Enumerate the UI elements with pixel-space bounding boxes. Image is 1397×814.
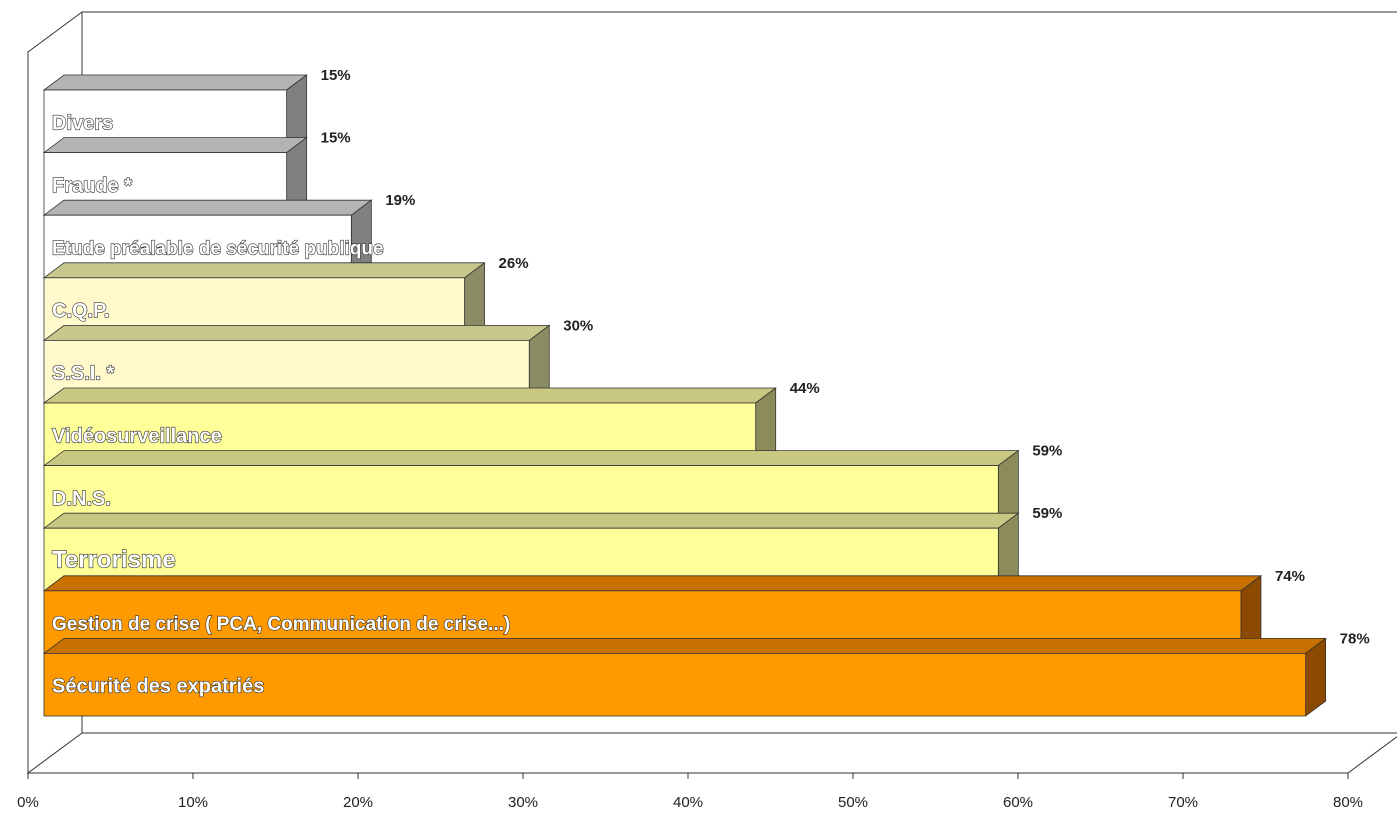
bar-top-face — [42, 137, 308, 154]
bar: Sécurité des expatriés 78% — [42, 630, 1370, 717]
bar-top-face — [42, 638, 1327, 654]
bar-category-label: S.S.I. * — [52, 363, 114, 385]
bar-value-label: 30% — [563, 317, 593, 334]
left-wall-edge — [27, 11, 83, 773]
x-tick-label: 10% — [178, 794, 208, 811]
bar-value-label: 59% — [1032, 505, 1062, 522]
bar-top-face — [42, 324, 551, 341]
bar-value-label: 19% — [385, 192, 415, 209]
bar-category-label: D.N.S. — [52, 488, 111, 510]
bar-category-label: Gestion de crise ( PCA, Communication de… — [52, 614, 510, 635]
bar-top-face — [42, 512, 1020, 529]
bar-category-label: Divers — [52, 112, 113, 134]
x-tick-label: 30% — [508, 794, 538, 811]
x-tick-label: 70% — [1168, 794, 1198, 811]
bar-category-label: Etude préalable de sécurité publique — [52, 239, 384, 260]
bars-group: Divers 15% Fraude * 15% Etude préalable de s… — [42, 67, 1370, 717]
bar-value-label: 26% — [499, 255, 529, 272]
bar-category-label: Vidéosurveillance — [52, 425, 222, 447]
bar-top-face — [42, 262, 486, 279]
bar-category-label: Terrorisme — [52, 547, 176, 574]
x-tick-label: 40% — [673, 794, 703, 811]
floor — [26, 732, 1397, 774]
x-tick-label: 50% — [838, 794, 868, 811]
bar-category-label: Fraude * — [52, 175, 132, 197]
bar-value-label: 15% — [321, 67, 351, 84]
x-tick-label: 60% — [1003, 794, 1033, 811]
bar-value-label: 78% — [1340, 630, 1370, 647]
bar-top-face — [42, 450, 1020, 467]
bar-value-label: 44% — [790, 380, 820, 397]
bar-value-label: 59% — [1032, 443, 1062, 460]
bar-category-label: Sécurité des expatriés — [52, 676, 264, 698]
bar-category-label: C.Q.P. — [52, 300, 109, 322]
x-tick-label: 0% — [17, 794, 39, 811]
bar-value-label: 15% — [321, 130, 351, 147]
bar-top-face — [42, 575, 1263, 592]
bar-value-label: 74% — [1275, 568, 1305, 585]
bar-top-face — [42, 387, 777, 404]
bar-top-face — [42, 199, 373, 216]
bar-top-face — [42, 74, 308, 91]
x-tick-label: 80% — [1333, 794, 1363, 811]
x-axis: 0% 10% 20% 30% 40% 50% 60% 70% 80% — [17, 773, 1363, 811]
bar-front-face — [43, 653, 1307, 717]
x-tick-label: 20% — [343, 794, 373, 811]
